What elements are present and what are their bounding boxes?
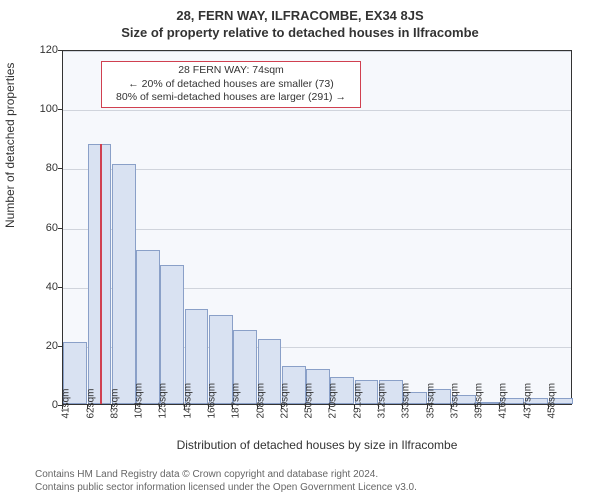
y-tick [58, 109, 62, 110]
y-tick [58, 346, 62, 347]
y-tick [58, 287, 62, 288]
annotation-line-1: 28 FERN WAY: 74sqm [108, 64, 354, 78]
y-tick-label: 120 [40, 44, 58, 56]
footer-line-1: Contains HM Land Registry data © Crown c… [35, 468, 417, 481]
footer-attribution: Contains HM Land Registry data © Crown c… [35, 468, 417, 494]
chart-title-sub: Size of property relative to detached ho… [0, 23, 600, 40]
annotation-line-3: 80% of semi-detached houses are larger (… [108, 91, 354, 105]
grid-line [63, 110, 571, 111]
y-tick-label: 80 [46, 162, 58, 174]
x-axis-label: Distribution of detached houses by size … [62, 438, 572, 452]
y-tick-label: 20 [46, 340, 58, 352]
y-tick [58, 228, 62, 229]
grid-line [63, 51, 571, 52]
footer-line-2: Contains public sector information licen… [35, 481, 417, 494]
annotation-box: 28 FERN WAY: 74sqm ← 20% of detached hou… [101, 61, 361, 108]
grid-line [63, 169, 571, 170]
y-tick-label: 60 [46, 222, 58, 234]
grid-line [63, 229, 571, 230]
y-axis-label: Number of detached properties [3, 63, 17, 228]
chart-title-main: 28, FERN WAY, ILFRACOMBE, EX34 8JS [0, 0, 600, 23]
histogram-bar [136, 250, 160, 404]
y-tick [58, 168, 62, 169]
y-tick-label: 100 [40, 103, 58, 115]
annotation-line-2: ← 20% of detached houses are smaller (73… [108, 78, 354, 92]
property-marker-line [100, 144, 102, 404]
chart-plot-area: 28 FERN WAY: 74sqm ← 20% of detached hou… [62, 50, 572, 405]
y-tick-label: 40 [46, 281, 58, 293]
histogram-bar [112, 164, 136, 404]
y-tick [58, 50, 62, 51]
